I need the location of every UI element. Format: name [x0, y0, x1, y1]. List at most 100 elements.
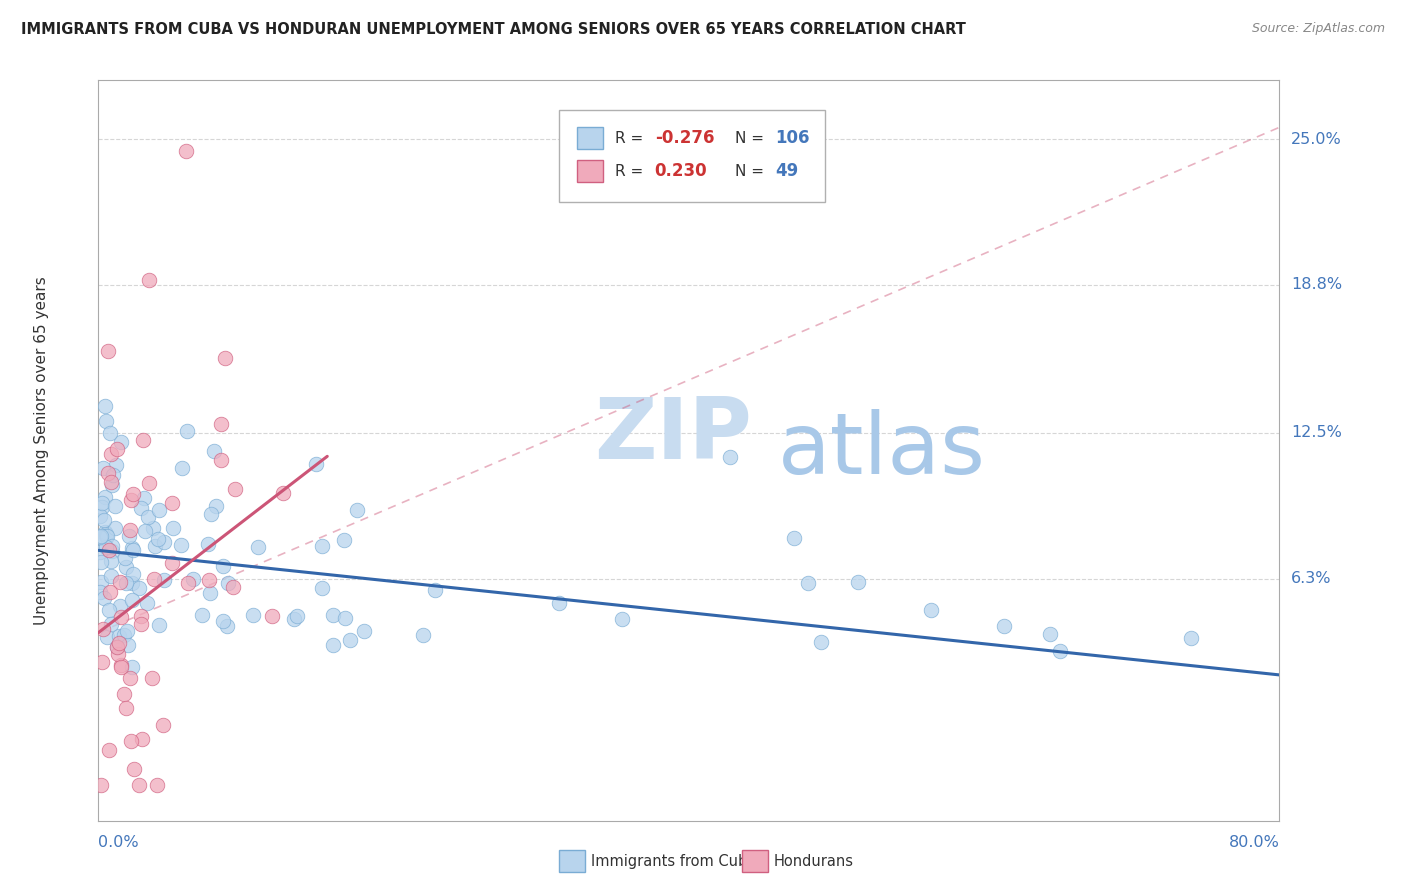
Point	[209, 452, 232, 467]
Point	[131, 731, 153, 746]
Point	[90, 574, 112, 589]
Point	[162, 521, 184, 535]
Point	[90, 496, 112, 510]
Point	[153, 574, 176, 588]
Point	[114, 575, 136, 590]
Point	[98, 585, 121, 599]
Point	[100, 447, 122, 461]
Text: 12.5%: 12.5%	[1291, 425, 1343, 441]
Point	[122, 543, 145, 558]
Point	[112, 628, 135, 642]
Text: atlas: atlas	[778, 409, 986, 492]
Point	[718, 450, 741, 464]
Point	[89, 545, 111, 559]
Point	[90, 778, 112, 792]
Point	[107, 647, 129, 661]
Point	[148, 618, 170, 632]
Point	[89, 509, 111, 524]
Point	[138, 273, 160, 287]
Point	[112, 687, 135, 701]
Point	[117, 624, 139, 638]
Point	[115, 560, 138, 574]
Point	[247, 540, 270, 554]
Point	[101, 477, 124, 491]
Point	[131, 434, 153, 448]
Point	[93, 490, 115, 504]
Point	[136, 510, 159, 524]
Point	[214, 351, 236, 365]
Point	[170, 538, 193, 552]
Point	[124, 762, 146, 776]
Point	[110, 434, 132, 449]
Point	[98, 425, 121, 440]
Point	[152, 535, 174, 549]
Point	[110, 660, 132, 674]
Point	[90, 555, 112, 569]
Point	[1039, 627, 1062, 641]
Point	[322, 638, 344, 652]
Point	[98, 743, 121, 757]
Point	[271, 485, 294, 500]
Point	[93, 622, 115, 636]
Point	[108, 574, 131, 589]
Point	[98, 603, 121, 617]
Point	[97, 467, 120, 481]
Point	[117, 638, 139, 652]
Point	[94, 540, 117, 554]
Point	[121, 659, 143, 673]
FancyBboxPatch shape	[576, 161, 603, 183]
FancyBboxPatch shape	[560, 850, 585, 872]
Point	[110, 657, 132, 672]
Point	[181, 572, 204, 586]
Point	[121, 486, 143, 500]
Point	[107, 640, 129, 654]
Text: -0.276: -0.276	[655, 129, 714, 147]
Point	[197, 537, 219, 551]
Point	[333, 611, 356, 625]
Point	[283, 612, 305, 626]
Point	[322, 608, 344, 623]
Point	[209, 417, 232, 431]
Point	[115, 701, 138, 715]
Point	[993, 619, 1015, 633]
Text: 6.3%: 6.3%	[1291, 571, 1331, 586]
Point	[1049, 644, 1071, 658]
Point	[121, 576, 143, 591]
Point	[108, 599, 131, 613]
Point	[142, 521, 165, 535]
Point	[93, 524, 115, 539]
Point	[94, 526, 117, 541]
Point	[129, 617, 152, 632]
Point	[143, 539, 166, 553]
Point	[346, 502, 368, 516]
Point	[120, 733, 142, 747]
Point	[129, 609, 152, 624]
Text: Hondurans: Hondurans	[773, 854, 853, 869]
Point	[311, 582, 333, 596]
Point	[211, 558, 233, 573]
Text: Immigrants from Cuba: Immigrants from Cuba	[591, 854, 756, 869]
Text: IMMIGRANTS FROM CUBA VS HONDURAN UNEMPLOYMENT AMONG SENIORS OVER 65 YEARS CORREL: IMMIGRANTS FROM CUBA VS HONDURAN UNEMPLO…	[21, 22, 966, 37]
Point	[148, 532, 170, 546]
Point	[198, 573, 221, 587]
Point	[920, 603, 942, 617]
Point	[118, 529, 141, 543]
Point	[91, 500, 114, 514]
Point	[89, 584, 111, 599]
Point	[423, 583, 446, 598]
Point	[170, 461, 193, 475]
Point	[333, 533, 356, 547]
Point	[132, 491, 155, 506]
Point	[146, 778, 169, 792]
Point	[97, 543, 120, 558]
Point	[101, 468, 124, 483]
FancyBboxPatch shape	[576, 127, 603, 149]
Point	[200, 507, 222, 521]
Text: N =: N =	[735, 130, 769, 145]
Text: 0.230: 0.230	[655, 162, 707, 180]
Point	[305, 457, 328, 471]
Point	[242, 607, 264, 622]
Point	[120, 523, 142, 537]
Point	[129, 501, 152, 516]
Point	[104, 521, 127, 535]
